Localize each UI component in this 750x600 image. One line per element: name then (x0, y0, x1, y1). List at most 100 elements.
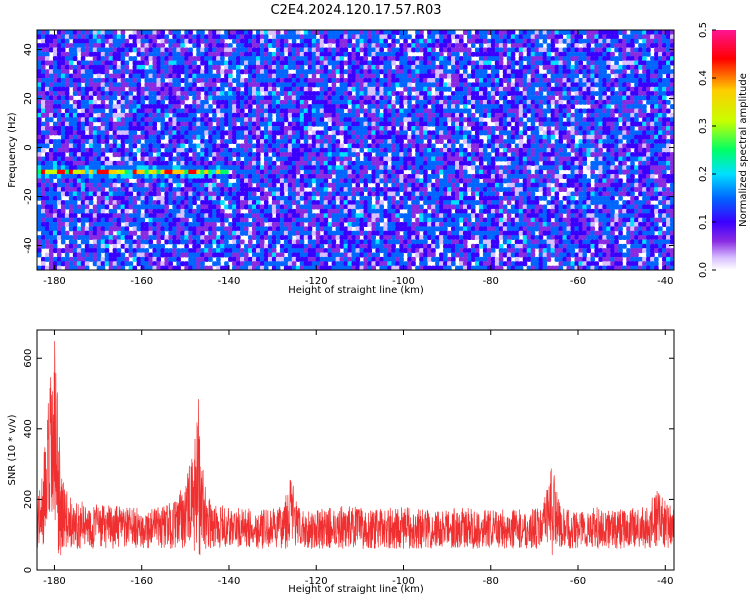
heatmap-cell (88, 64, 94, 70)
heatmap-cell (299, 104, 305, 110)
heatmap-cell (275, 117, 281, 123)
heatmap-cell (156, 204, 162, 210)
heatmap-cell (244, 204, 249, 210)
heatmap-cell (407, 73, 412, 79)
heatmap-cell (303, 112, 309, 118)
heatmap-cell (307, 235, 313, 241)
heatmap-cell (216, 256, 221, 262)
heatmap-cell (351, 265, 357, 270)
heatmap-cell (72, 169, 78, 175)
heatmap-cell (375, 243, 380, 249)
heatmap-cell (116, 178, 122, 184)
heatmap-cell (287, 56, 293, 62)
heatmap-cell (423, 47, 428, 53)
heatmap-cell (343, 178, 349, 184)
heatmap-cell (275, 38, 281, 44)
heatmap-cell (251, 51, 257, 57)
heatmap-cell (387, 69, 392, 75)
heatmap-cell (367, 91, 373, 97)
heatmap-cell (176, 139, 181, 145)
heatmap-cell (200, 47, 205, 53)
heatmap-cell (156, 213, 162, 219)
heatmap-cell (307, 174, 313, 179)
heatmap-cell (307, 47, 313, 53)
heatmap-cell (208, 91, 213, 97)
heatmap-cell (120, 208, 126, 214)
heatmap-cell (156, 104, 162, 110)
heatmap-cell (347, 60, 353, 66)
heatmap-cell (156, 147, 162, 153)
heatmap-cell (267, 169, 273, 175)
heatmap-cell (375, 261, 380, 267)
heatmap-cell (255, 60, 261, 66)
heatmap-cell (84, 60, 90, 66)
heatmap-cell (92, 160, 98, 166)
heatmap-cell (363, 112, 369, 118)
heatmap-cell (383, 130, 388, 136)
heatmap-cell (80, 143, 86, 149)
heatmap-cell (112, 261, 118, 267)
heatmap-cell (251, 112, 257, 118)
heatmap-cell (399, 239, 404, 245)
heatmap-cell (220, 104, 225, 110)
heatmap-cell (192, 91, 197, 97)
heatmap-cell (196, 51, 201, 57)
heatmap-cell (431, 47, 436, 53)
heatmap-cell (40, 34, 46, 40)
heatmap-cell (279, 64, 285, 70)
heatmap-cell (176, 248, 181, 254)
heatmap-cell (37, 243, 42, 249)
heatmap-cell (188, 139, 193, 145)
heatmap-cell (116, 226, 122, 232)
heatmap-cell (196, 230, 201, 236)
heatmap-cell (192, 34, 197, 40)
heatmap-cell (263, 169, 269, 175)
heatmap-cell (407, 69, 412, 75)
heatmap-cell (375, 169, 380, 175)
heatmap-cell (168, 230, 173, 236)
heatmap-cell (359, 139, 365, 145)
heatmap-cell (407, 174, 412, 179)
heatmap-cell (212, 182, 217, 188)
heatmap-cell (128, 222, 134, 227)
heatmap-cell (112, 69, 118, 75)
heatmap-cell (64, 108, 70, 114)
heatmap-cell (363, 117, 369, 123)
heatmap-cell (124, 204, 130, 210)
heatmap-cell (407, 165, 412, 171)
heatmap-cell (407, 143, 412, 149)
heatmap-cell (152, 174, 158, 179)
heatmap-cell (375, 139, 380, 145)
heatmap-cell (395, 69, 400, 75)
heatmap-cell (156, 43, 162, 49)
heatmap-cell (104, 230, 110, 236)
heatmap-cell (80, 60, 86, 66)
heatmap-cell (144, 222, 150, 227)
heatmap-cell (427, 152, 432, 158)
heatmap-cell (152, 265, 158, 270)
heatmap-cell (136, 108, 142, 114)
heatmap-cell (248, 191, 253, 197)
heatmap-cell (419, 47, 424, 53)
heatmap-cell (140, 60, 146, 66)
heatmap-cell (156, 160, 162, 166)
heatmap-cell (251, 126, 257, 131)
heatmap-cell (160, 187, 165, 193)
heatmap-cell (391, 187, 396, 193)
heatmap-cell (399, 69, 404, 75)
heatmap-cell (303, 165, 309, 171)
heatmap-cell (259, 256, 265, 262)
heatmap-cell (399, 51, 404, 57)
heatmap-cell (144, 117, 150, 123)
heatmap-cell (164, 187, 169, 193)
heatmap-cell (184, 248, 189, 254)
heatmap-cell (391, 112, 396, 118)
heatmap-cell (112, 139, 118, 145)
heatmap-cell (263, 213, 269, 219)
heatmap-cell (56, 169, 62, 175)
heatmap-cell (112, 143, 118, 149)
heatmap-cell (180, 64, 185, 70)
heatmap-cell (104, 30, 110, 35)
heatmap-cell (48, 82, 54, 88)
heatmap-cell (403, 222, 408, 227)
